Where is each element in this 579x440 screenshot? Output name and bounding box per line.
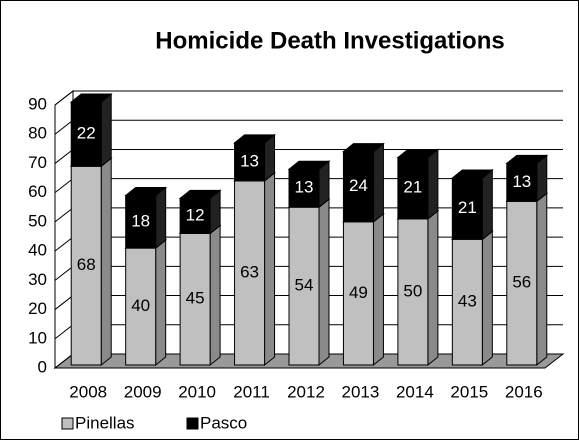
data-label: 56 [512, 273, 531, 292]
y-tick-label: 30 [28, 270, 47, 289]
data-label: 49 [349, 283, 368, 302]
bar [234, 180, 266, 366]
bar [288, 206, 320, 366]
bar [506, 162, 538, 202]
data-label: 21 [403, 178, 422, 197]
bar [342, 151, 374, 223]
bar-side [264, 171, 276, 367]
bar [288, 168, 320, 208]
bar-side [427, 209, 439, 367]
data-label: 40 [131, 296, 150, 315]
x-tick-label: 2010 [178, 382, 216, 401]
bar-side [481, 168, 493, 241]
grid-line [54, 90, 563, 106]
bar-side [318, 198, 330, 367]
x-tick-label: 2015 [450, 382, 488, 401]
bar-side [536, 192, 548, 367]
y-tick-label: 60 [28, 182, 47, 201]
bar-side [100, 92, 112, 168]
y-tick-label: 40 [28, 241, 47, 260]
bar [397, 157, 429, 220]
legend-label: Pinellas [75, 413, 135, 432]
data-label: 68 [77, 255, 96, 274]
bar-side [481, 230, 493, 367]
data-label: 22 [77, 124, 96, 143]
data-label: 50 [403, 281, 422, 300]
y-tick-label: 20 [28, 299, 47, 318]
data-label: 12 [186, 205, 205, 224]
x-tick-label: 2014 [396, 382, 434, 401]
data-label: 63 [240, 262, 259, 281]
bar [125, 247, 157, 366]
bar [451, 177, 483, 240]
bar [179, 197, 211, 234]
bar-side [427, 148, 439, 220]
data-label: 45 [186, 289, 205, 308]
y-tick-label: 70 [28, 153, 47, 172]
y-tick-label: 90 [28, 94, 47, 113]
chart-title: Homicide Death Investigations [155, 27, 504, 54]
bar [506, 200, 538, 366]
data-label: 18 [131, 211, 150, 230]
bar-side [209, 224, 221, 367]
y-tick-label: 10 [28, 328, 47, 347]
bar [234, 142, 266, 182]
legend-swatch [186, 417, 199, 430]
data-label: 54 [295, 276, 314, 295]
bar-side [372, 212, 384, 367]
bar [342, 221, 374, 366]
x-tick-label: 2016 [505, 382, 543, 401]
data-label: 13 [295, 178, 314, 197]
bar [451, 238, 483, 366]
data-label: 13 [512, 172, 531, 191]
data-label: 21 [458, 198, 477, 217]
bar-side [155, 239, 167, 367]
bar-side [100, 157, 112, 367]
y-tick-label: 80 [28, 124, 47, 143]
x-tick-label: 2012 [287, 382, 325, 401]
x-tick-label: 2011 [233, 382, 270, 401]
bar-side [155, 186, 167, 250]
x-tick-label: 2009 [124, 382, 162, 401]
bar [70, 101, 102, 167]
y-tick-label: 0 [38, 357, 47, 376]
bar-side [372, 142, 384, 223]
x-tick-label: 2013 [342, 382, 380, 401]
data-label: 24 [349, 176, 368, 195]
data-label: 43 [458, 292, 477, 311]
bar [70, 165, 102, 366]
legend-label: Pasco [200, 413, 247, 432]
legend-swatch [61, 417, 74, 430]
bar [125, 195, 157, 249]
x-tick-label: 2008 [69, 382, 107, 401]
bar [397, 218, 429, 366]
data-label: 13 [240, 151, 259, 170]
y-tick-label: 50 [28, 211, 47, 230]
